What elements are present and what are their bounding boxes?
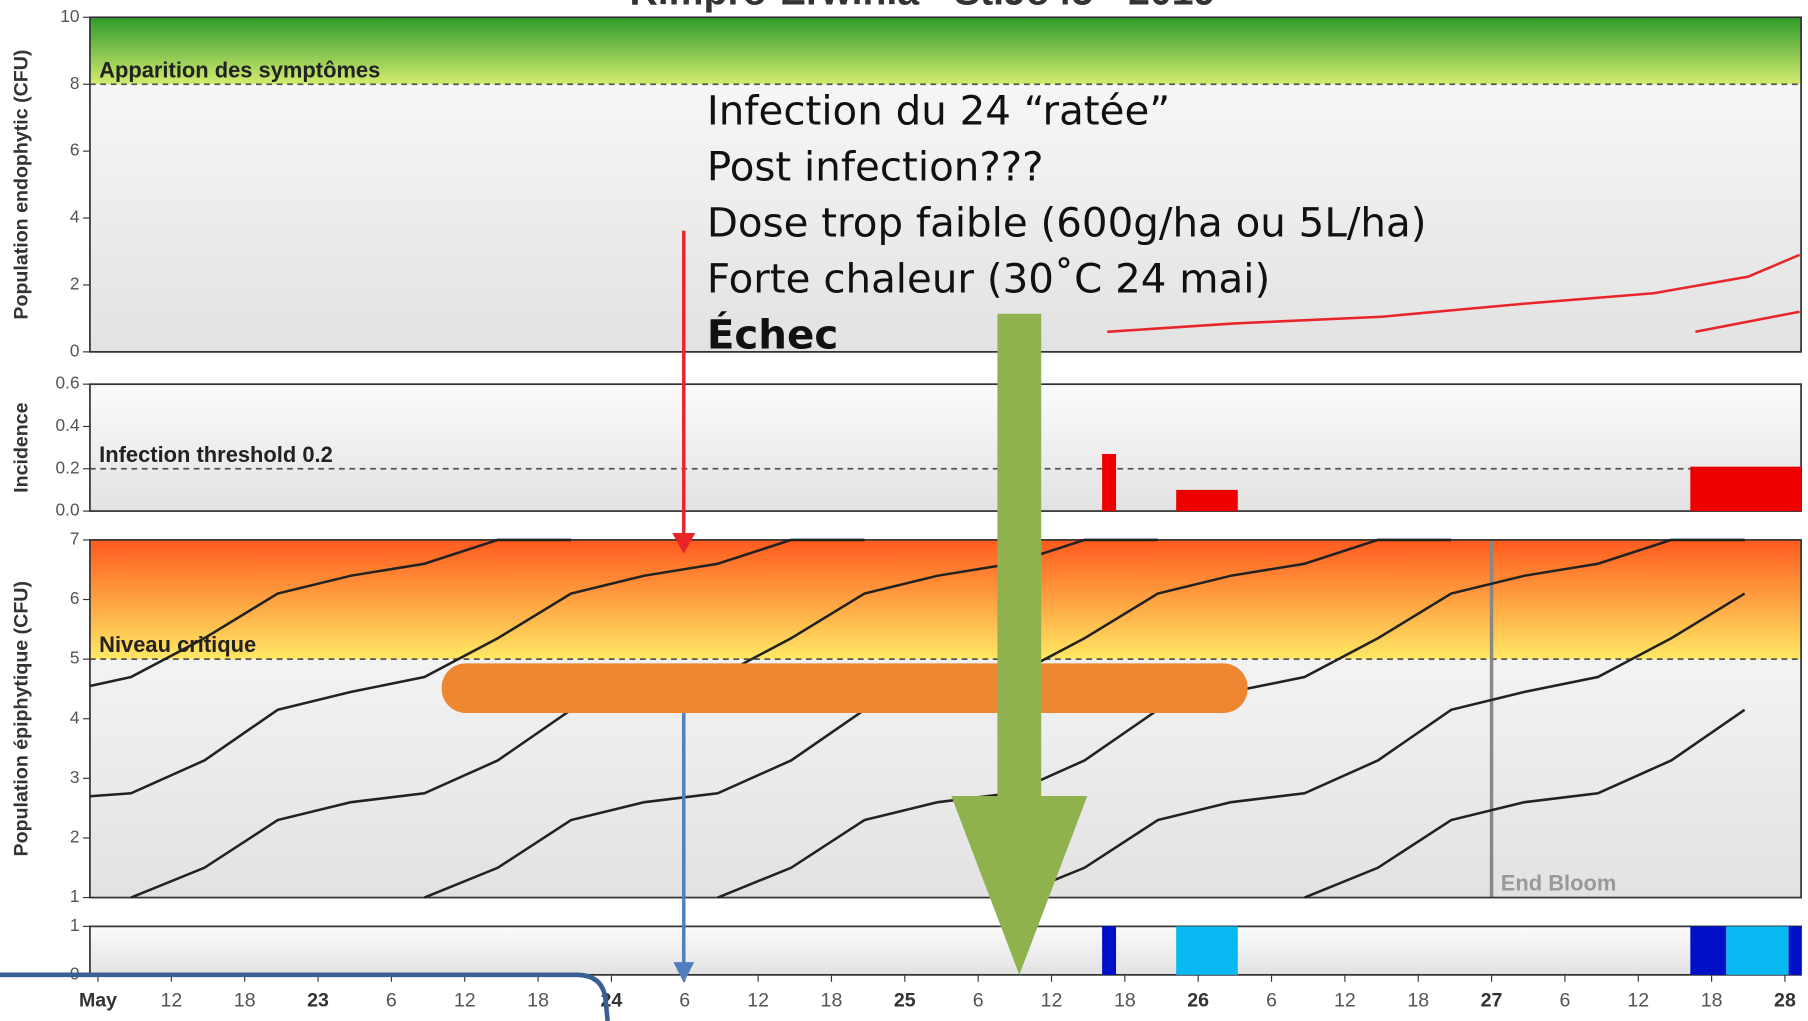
x-tick-label: 12	[747, 990, 769, 1012]
band-label: Apparition des symptômes	[99, 57, 380, 82]
annotation: Post infection???	[707, 144, 1044, 191]
bar	[1102, 453, 1117, 512]
x-tick-label: 6	[679, 990, 690, 1012]
y-axis-label: Population endophytic (CFU)	[11, 50, 33, 320]
threshold-label: Infection threshold 0.2	[99, 442, 333, 467]
y-axis-label: Population épiphytique (CFU)	[11, 581, 33, 856]
y-tick-label: 0	[70, 340, 80, 360]
y-tick-label: 0.2	[56, 457, 80, 477]
title: Rimpro-Erwinia - St.Jo45 - 2019	[630, 0, 1216, 14]
bar	[1176, 926, 1238, 975]
y-tick-label: 6	[70, 140, 80, 160]
bar	[1726, 926, 1789, 975]
x-tick-label: 18	[1114, 990, 1136, 1012]
y-tick-label: 5	[70, 648, 80, 668]
x-tick-label: 12	[454, 990, 476, 1012]
x-tick-label: 26	[1187, 990, 1209, 1012]
annotation: Échec	[707, 310, 838, 358]
end-bloom-label: End Bloom	[1501, 871, 1617, 896]
x-tick-label: 6	[386, 990, 397, 1012]
x-tick-label: 18	[234, 990, 256, 1012]
x-tick-label: 12	[160, 990, 182, 1012]
x-tick-label: 28	[1774, 990, 1796, 1012]
y-tick-label: 6	[70, 588, 80, 608]
y-tick-label: 7	[70, 528, 80, 548]
x-tick-label: 6	[973, 990, 984, 1012]
x-tick-label: 18	[1407, 990, 1429, 1012]
green-arrow	[997, 313, 1042, 799]
bar	[1176, 489, 1238, 512]
charts: Apparition des symptômes 0 2 4 6 8 10 Populatio…	[11, 6, 1802, 1012]
y-tick-label: 8	[70, 73, 80, 93]
band	[89, 539, 1802, 660]
blue-arrow-head	[673, 962, 695, 983]
bracket	[0, 972, 610, 1021]
y-tick-label: 4	[70, 207, 80, 227]
plot-area	[89, 926, 1802, 975]
x-tick-label: 12	[1041, 990, 1063, 1012]
bar	[1102, 926, 1117, 975]
x-tick-label: 18	[527, 990, 549, 1012]
annotation: Forte chaleur (30˚C 24 mai)	[707, 255, 1270, 302]
x-tick-label: 6	[1559, 990, 1570, 1012]
x-tick-label: 27	[1481, 990, 1503, 1012]
annotation: Infection du 24 “ratée”	[707, 88, 1170, 135]
x-tick-label: 18	[821, 990, 843, 1012]
band	[89, 17, 1802, 85]
y-tick-label: 2	[70, 827, 80, 847]
series-line	[89, 538, 572, 688]
y-tick-label: 2	[70, 274, 80, 294]
green-arrow-head	[951, 796, 1088, 975]
x-tick-label: 12	[1334, 990, 1356, 1012]
orange-bar	[441, 663, 1248, 713]
y-tick-label: 10	[60, 6, 79, 26]
y-tick-label: 4	[70, 707, 80, 727]
bar	[1690, 466, 1802, 512]
y-tick-label: 3	[70, 767, 80, 787]
series-line	[1010, 592, 1746, 899]
plot-frame	[89, 16, 1802, 353]
y-tick-label: 1	[70, 915, 80, 935]
plot-frame	[89, 383, 1802, 512]
y-tick-label: 1	[70, 886, 80, 906]
x-tick-label: 6	[1266, 990, 1277, 1012]
x-tick-label: May	[79, 990, 117, 1012]
series-line	[1107, 253, 1801, 334]
series-line	[89, 538, 865, 798]
x-tick-label: 18	[1701, 990, 1723, 1012]
series-line	[1304, 708, 1746, 899]
y-tick-label: 0.4	[56, 415, 80, 435]
y-tick-label: 0.6	[56, 373, 80, 393]
y-axis-label: Incidence	[11, 402, 33, 493]
x-tick-label: 23	[307, 990, 329, 1012]
annotation: Dose trop faible (600g/ha ou 5L/ha)	[707, 199, 1427, 246]
series-line	[1695, 310, 1800, 334]
plot-area	[89, 384, 1802, 512]
red-arrow-head	[672, 532, 696, 554]
bar	[1690, 926, 1727, 975]
y-tick-label: 0.0	[56, 500, 80, 520]
x-tick-label: 12	[1627, 990, 1649, 1012]
x-tick-label: 25	[894, 990, 916, 1012]
bar	[1788, 926, 1802, 975]
overlay: Infection du 24 “ratée” Post infection???…	[0, 88, 1426, 1021]
